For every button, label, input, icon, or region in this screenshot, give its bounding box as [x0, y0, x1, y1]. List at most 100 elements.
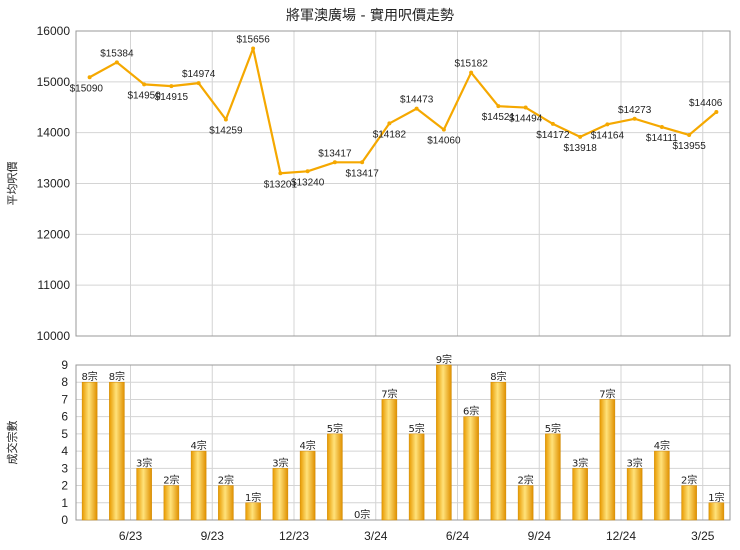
volume-bar	[136, 468, 152, 521]
price-point	[196, 81, 201, 86]
price-panel: 10000 11000 12000 13000 14000 15000 16000 平均呎價 $…	[5, 24, 731, 343]
chart-title: 將軍澳廣場 - 實用呎價走勢	[286, 7, 454, 24]
price-point	[169, 84, 174, 89]
price-data-label: $15182	[454, 59, 488, 70]
volume-data-label: 2宗	[218, 474, 234, 487]
price-data-label: $13417	[318, 148, 352, 159]
volume-data-label: 7宗	[599, 387, 615, 400]
price-data-label: $13240	[291, 177, 325, 188]
price-data-label: $14273	[618, 105, 652, 116]
volume-bar	[163, 485, 180, 521]
x-tick-label: 3/25	[691, 529, 715, 543]
volume-data-label: 0宗	[354, 508, 370, 521]
volume-data-label: 2宗	[163, 474, 179, 487]
price-data-label: $14111	[646, 133, 678, 144]
price-data-label: $14182	[373, 129, 407, 140]
volume-bar	[218, 485, 234, 521]
volume-bar	[599, 399, 616, 521]
price-point	[659, 125, 664, 130]
price-point	[605, 122, 610, 127]
price-data-label: $15656	[236, 34, 270, 45]
volume-bar	[272, 468, 289, 521]
volume-bar	[463, 416, 479, 521]
price-data-label: $14494	[509, 114, 543, 125]
volume-data-label: 4宗	[190, 439, 206, 452]
price-point	[251, 46, 256, 51]
volume-data-label: 3宗	[626, 456, 642, 469]
price-point	[714, 110, 719, 115]
volume-data-label: 5宗	[545, 422, 561, 435]
price-data-label: $13918	[563, 143, 597, 154]
volume-data-label: 1宗	[245, 491, 261, 504]
price-point	[142, 82, 147, 87]
volume-panel: 0 1 2 3 4 5 6 7 8 9 成交宗數 8宗 8宗 3宗 2宗 4宗 2宗 1宗 3宗 4宗 5宗 0宗 7宗 5宗…	[5, 353, 731, 543]
x-tick-label: 12/24	[606, 529, 636, 543]
price-y-tick-label: 11000	[38, 278, 71, 292]
price-y-tick-label: 13000	[37, 177, 71, 191]
price-data-label: $14915	[155, 92, 189, 103]
price-point	[360, 160, 365, 165]
price-data-label: $14950	[127, 90, 161, 101]
volume-bar	[81, 381, 98, 521]
volume-data-label: 8宗	[109, 370, 125, 383]
price-point	[332, 160, 337, 165]
x-tick-label: 9/23	[201, 529, 225, 543]
volume-data-label: 5宗	[408, 422, 424, 435]
volume-data-label: 3宗	[572, 456, 588, 469]
price-y-tick-label: 12000	[37, 227, 71, 241]
volume-y-tick-label: 6	[61, 410, 68, 424]
price-data-label: $15384	[100, 48, 134, 59]
volume-data-label: 3宗	[136, 456, 152, 469]
x-tick-label: 12/23	[279, 529, 309, 543]
volume-bar	[708, 502, 725, 521]
x-tick-label: 9/24	[528, 529, 552, 543]
volume-data-label: 4宗	[654, 439, 670, 452]
volume-bar	[517, 485, 534, 521]
volume-bar	[626, 468, 643, 521]
price-y-tick-label: 10000	[37, 329, 71, 343]
price-data-label: $14164	[591, 130, 625, 141]
price-data-label: $13955	[672, 141, 706, 152]
price-point	[632, 116, 637, 121]
volume-bar	[109, 381, 125, 521]
volume-data-label: 8宗	[81, 370, 97, 383]
price-data-label: $14974	[182, 69, 216, 80]
volume-bar	[245, 502, 261, 521]
volume-bar	[299, 450, 316, 521]
volume-plot-frame	[75, 364, 731, 521]
volume-data-label: 7宗	[381, 387, 397, 400]
price-data-label: $14473	[400, 95, 434, 106]
volume-y-tick-label: 7	[61, 392, 68, 406]
volume-data-label: 3宗	[272, 456, 288, 469]
volume-data-label: 6宗	[463, 405, 479, 418]
price-y-tick-label: 15000	[37, 75, 71, 89]
price-point	[578, 134, 583, 139]
price-point	[469, 70, 474, 75]
price-data-label: $15090	[70, 83, 104, 94]
price-point	[387, 121, 392, 126]
volume-bar	[572, 468, 588, 521]
volume-bar	[190, 450, 207, 521]
x-tick-label: 6/24	[446, 529, 470, 543]
price-point	[87, 75, 92, 80]
price-y-tick-label: 16000	[37, 24, 71, 38]
price-data-label: $14406	[689, 98, 723, 109]
volume-y-tick-label: 4	[61, 444, 68, 458]
volume-data-label: 8宗	[490, 370, 506, 383]
price-point	[687, 132, 692, 137]
volume-data-label: 5宗	[327, 422, 343, 435]
price-y-axis-label: 平均呎價	[5, 162, 19, 206]
volume-bar	[381, 399, 398, 521]
price-point	[305, 169, 310, 174]
volume-y-tick-label: 8	[61, 375, 68, 389]
price-point	[441, 127, 446, 132]
volume-data-label: 4宗	[299, 439, 315, 452]
volume-data-label: 9宗	[436, 353, 452, 366]
volume-y-tick-label: 3	[61, 461, 68, 475]
volume-y-axis-label: 成交宗數	[5, 421, 19, 465]
volume-y-tick-label: 2	[61, 479, 68, 493]
price-point	[523, 105, 528, 110]
volume-y-tick-label: 0	[61, 513, 68, 527]
